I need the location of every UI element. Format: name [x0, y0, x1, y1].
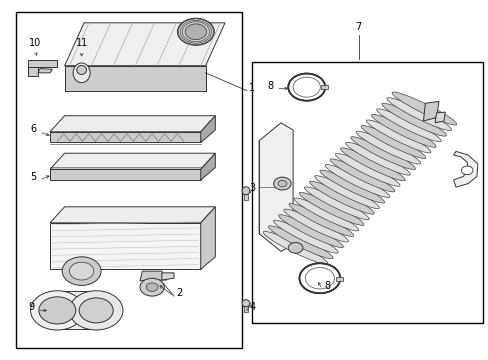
Text: 11: 11 [75, 38, 87, 48]
Circle shape [146, 283, 158, 292]
Polygon shape [423, 102, 438, 121]
Ellipse shape [309, 181, 373, 214]
Polygon shape [244, 306, 247, 312]
Circle shape [287, 243, 302, 253]
Polygon shape [50, 116, 215, 132]
Polygon shape [244, 194, 247, 200]
Text: 5: 5 [30, 172, 37, 182]
Ellipse shape [371, 114, 435, 147]
Text: 8: 8 [324, 281, 330, 291]
Polygon shape [453, 152, 477, 187]
Circle shape [79, 298, 113, 323]
Circle shape [140, 278, 164, 296]
Ellipse shape [386, 98, 451, 131]
Ellipse shape [293, 198, 358, 231]
Ellipse shape [73, 63, 90, 83]
Polygon shape [50, 132, 201, 143]
Text: 8: 8 [267, 81, 273, 91]
Polygon shape [38, 68, 52, 73]
Ellipse shape [314, 176, 379, 209]
Text: 9: 9 [28, 302, 34, 312]
Circle shape [185, 24, 206, 40]
Ellipse shape [366, 120, 430, 153]
Ellipse shape [325, 165, 389, 198]
Ellipse shape [283, 209, 348, 242]
Polygon shape [321, 85, 327, 89]
Polygon shape [50, 169, 201, 180]
Circle shape [30, 291, 84, 330]
Polygon shape [28, 60, 57, 67]
Polygon shape [50, 153, 215, 169]
Polygon shape [50, 223, 201, 269]
Ellipse shape [304, 187, 368, 220]
Circle shape [69, 291, 122, 330]
Ellipse shape [376, 109, 440, 142]
Polygon shape [434, 112, 445, 123]
Polygon shape [140, 271, 166, 281]
Circle shape [62, 257, 101, 285]
Polygon shape [201, 116, 215, 143]
Circle shape [278, 180, 286, 187]
Polygon shape [50, 207, 215, 223]
Polygon shape [64, 267, 99, 275]
Ellipse shape [268, 226, 332, 259]
Ellipse shape [381, 103, 446, 136]
Polygon shape [259, 123, 292, 251]
Ellipse shape [345, 142, 409, 175]
Circle shape [177, 18, 214, 45]
Bar [251, 62, 482, 323]
Bar [16, 12, 242, 348]
Ellipse shape [242, 187, 249, 195]
Ellipse shape [355, 131, 420, 164]
Ellipse shape [77, 66, 86, 75]
Circle shape [39, 297, 76, 324]
Ellipse shape [299, 192, 363, 225]
Text: 4: 4 [249, 302, 255, 312]
Polygon shape [335, 277, 343, 281]
Ellipse shape [391, 92, 456, 125]
Circle shape [69, 262, 94, 280]
Ellipse shape [335, 153, 399, 186]
Text: 10: 10 [29, 38, 41, 48]
Polygon shape [64, 23, 224, 66]
Ellipse shape [288, 203, 353, 237]
Ellipse shape [273, 220, 338, 253]
Ellipse shape [263, 231, 327, 264]
Polygon shape [201, 207, 215, 269]
Polygon shape [162, 273, 174, 280]
Text: 7: 7 [355, 22, 361, 32]
Ellipse shape [278, 215, 343, 248]
Circle shape [273, 177, 290, 190]
Circle shape [460, 166, 472, 175]
Polygon shape [64, 66, 205, 91]
Ellipse shape [350, 137, 415, 170]
Ellipse shape [340, 148, 405, 181]
Ellipse shape [360, 126, 425, 158]
Polygon shape [57, 291, 96, 329]
Ellipse shape [242, 300, 249, 307]
Polygon shape [201, 153, 215, 180]
Ellipse shape [319, 170, 384, 203]
Ellipse shape [329, 159, 394, 192]
Text: 3: 3 [249, 183, 255, 193]
Text: 2: 2 [176, 288, 183, 298]
Text: 1: 1 [249, 83, 255, 93]
Text: 6: 6 [30, 124, 37, 134]
Polygon shape [28, 67, 38, 76]
